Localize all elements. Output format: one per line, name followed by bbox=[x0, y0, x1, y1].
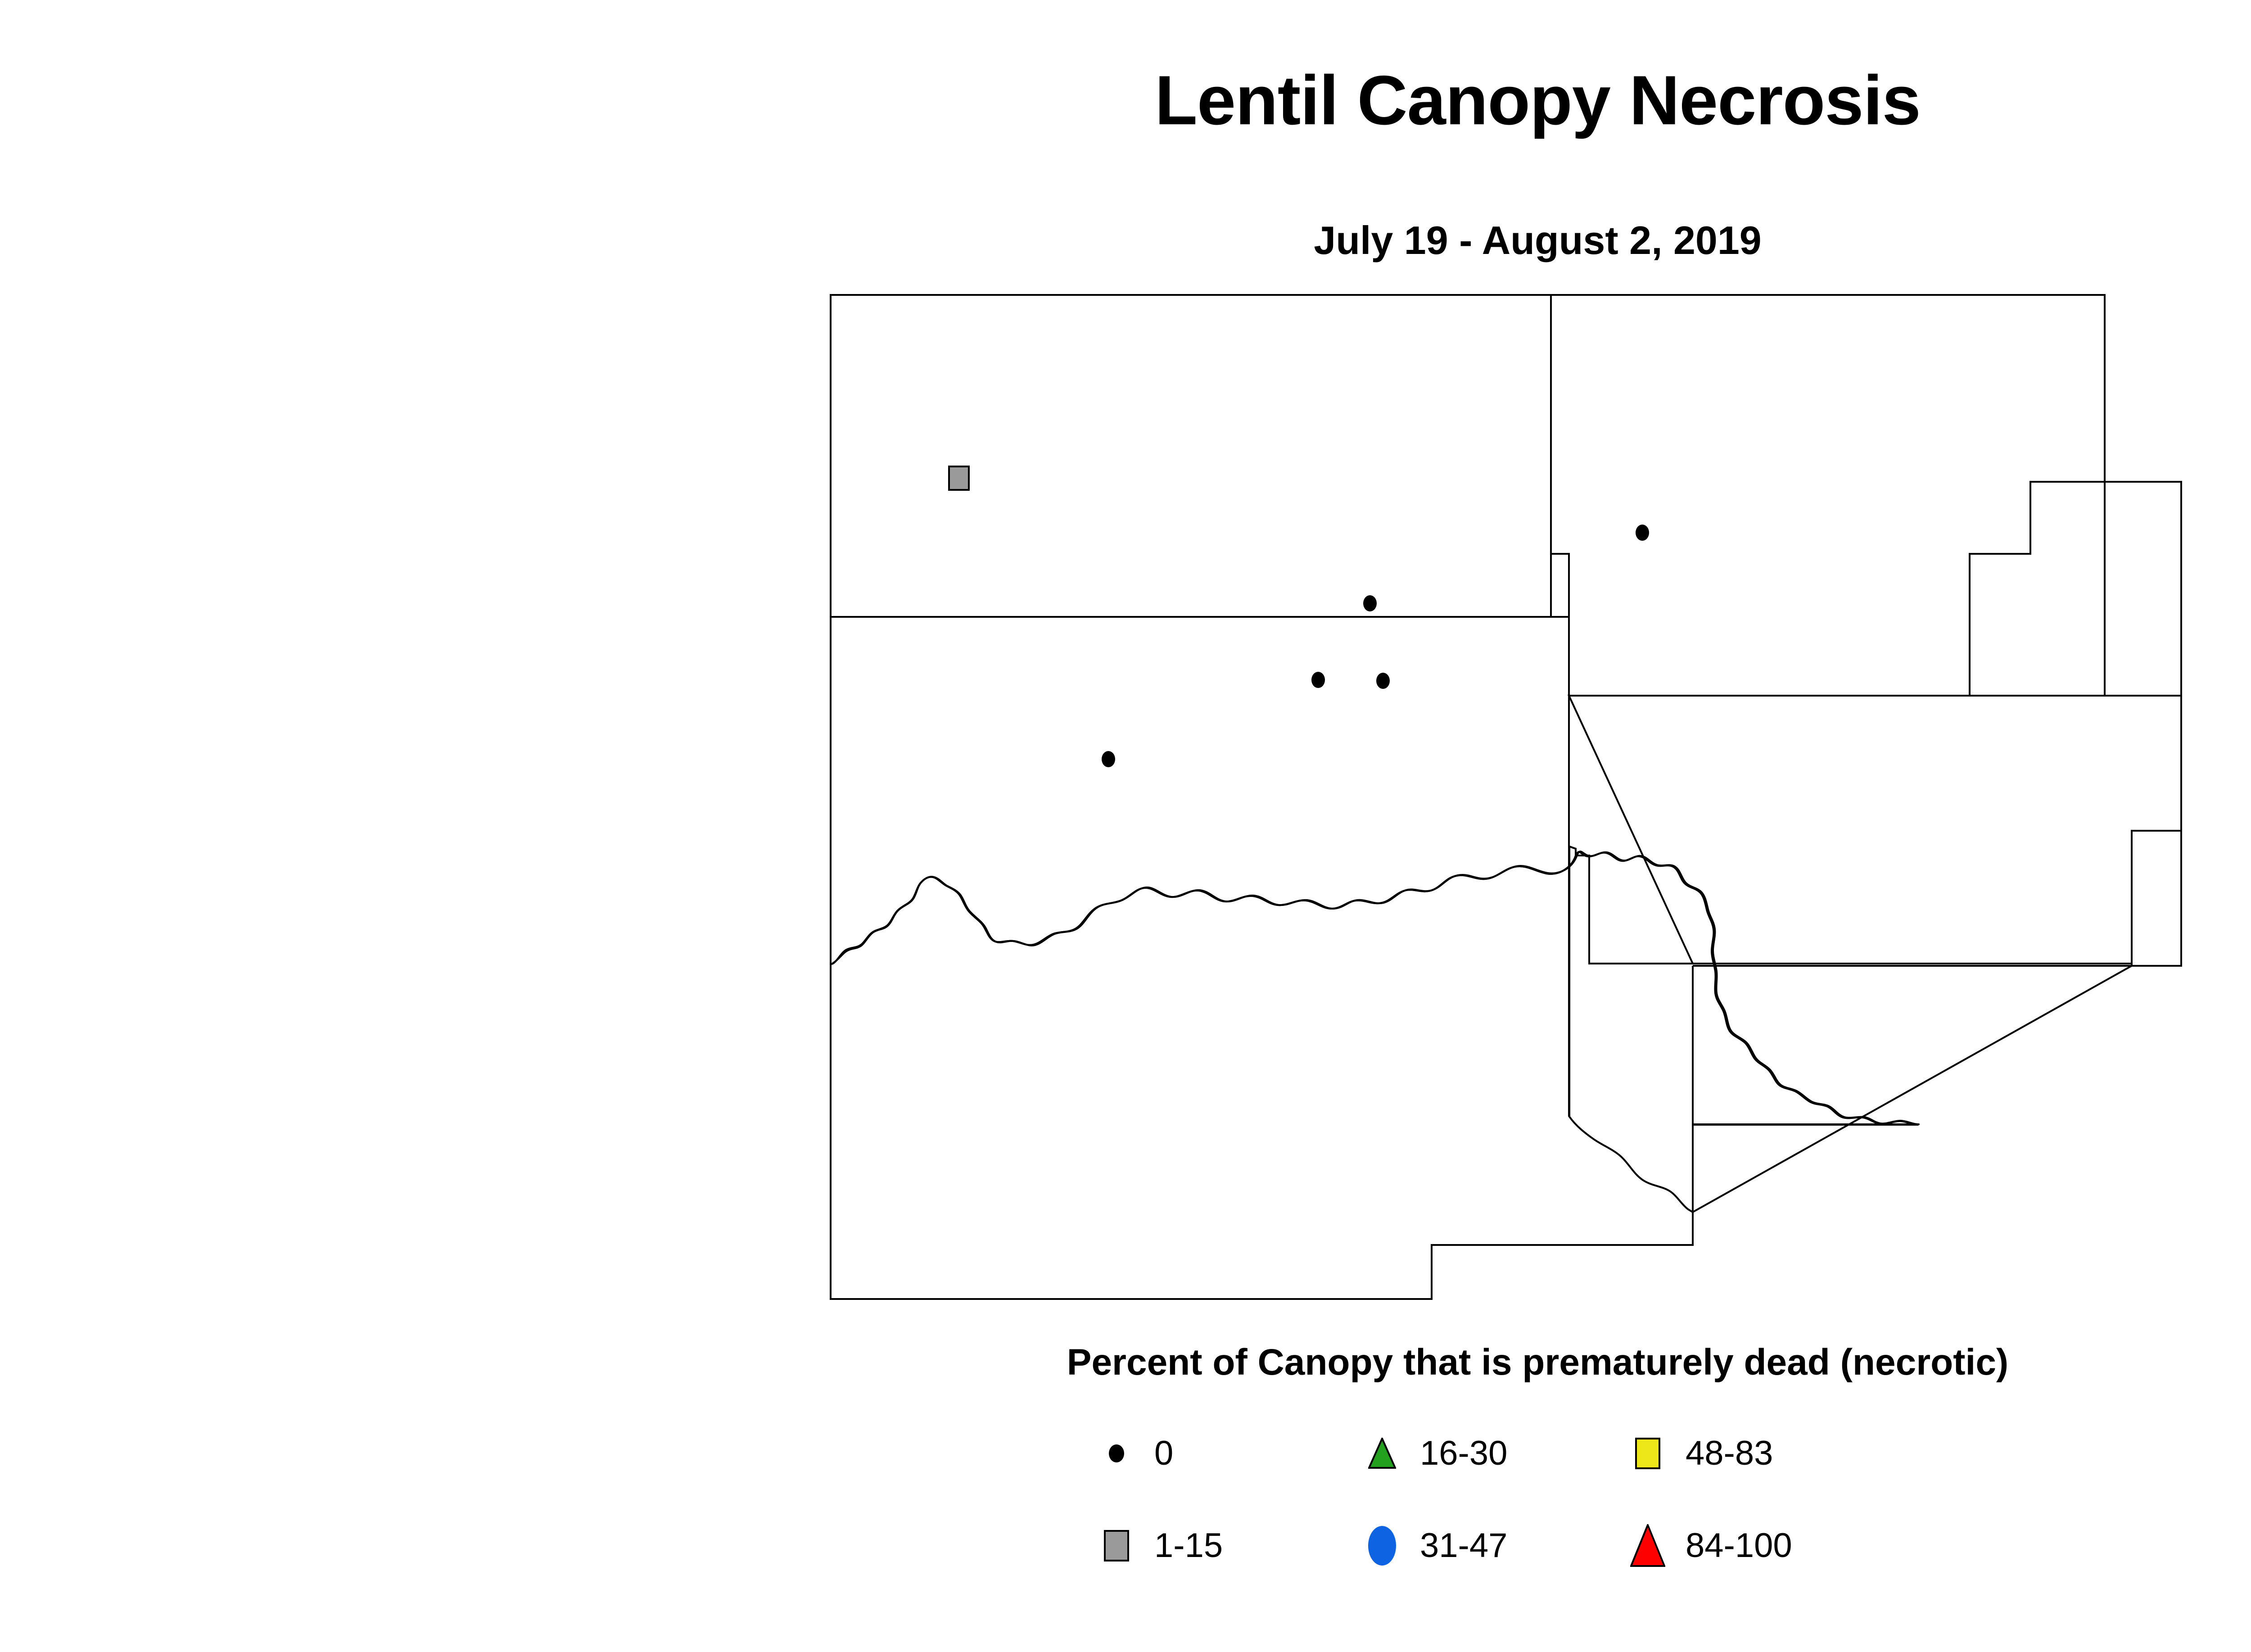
legend-symbol-triangle-icon bbox=[1621, 1519, 1675, 1573]
map-data-point bbox=[1636, 525, 1649, 541]
river-boundary-main bbox=[830, 851, 1920, 1125]
legend-item-label: 16-30 bbox=[1420, 1434, 1508, 1472]
legend-symbol-circle-icon bbox=[1355, 1519, 1409, 1573]
county-southwest bbox=[830, 845, 1694, 1300]
legend-item-label: 84-100 bbox=[1686, 1526, 1792, 1565]
legend-item: 0 bbox=[1089, 1407, 1173, 1499]
county-nw bbox=[830, 294, 1552, 618]
page-subtitle: July 19 - August 2, 2019 bbox=[1314, 218, 1762, 263]
legend-item-label: 0 bbox=[1154, 1434, 1174, 1472]
legend-item: 16-30 bbox=[1355, 1407, 1507, 1499]
legend-item-label: 48-83 bbox=[1686, 1434, 1773, 1472]
legend-items: 0 16-30 48-83 1-15 31-47 84-100 bbox=[1089, 1407, 2080, 1592]
legend-item: 1-15 bbox=[1089, 1499, 1223, 1592]
legend-item: 48-83 bbox=[1621, 1407, 1773, 1499]
map-data-point bbox=[948, 466, 970, 491]
map-data-point bbox=[1376, 673, 1390, 689]
legend-title: Percent of Canopy that is prematurely de… bbox=[1067, 1342, 2009, 1383]
legend-row: 0 16-30 48-83 bbox=[1089, 1407, 2080, 1499]
legend-symbol-circle-icon bbox=[1089, 1426, 1144, 1480]
map-canvas bbox=[765, 270, 2251, 1351]
map-data-point bbox=[1363, 595, 1377, 611]
legend-item: 31-47 bbox=[1355, 1499, 1507, 1592]
page-title: Lentil Canopy Necrosis bbox=[1155, 61, 1921, 139]
legend-item: 84-100 bbox=[1621, 1499, 1792, 1592]
legend-symbol-triangle-icon bbox=[1355, 1426, 1409, 1480]
legend-symbol-square-icon bbox=[1621, 1426, 1675, 1480]
legend-item-label: 1-15 bbox=[1154, 1526, 1223, 1565]
legend: Percent of Canopy that is prematurely de… bbox=[0, 1342, 2251, 1567]
boundary-lines-top bbox=[830, 294, 2182, 1300]
legend-symbol-square-icon bbox=[1089, 1519, 1144, 1573]
legend-row: 1-15 31-47 84-100 bbox=[1089, 1499, 2080, 1592]
map-data-point bbox=[1311, 672, 1325, 688]
county-outline-map bbox=[830, 294, 2182, 1300]
map-data-point bbox=[1102, 751, 1115, 767]
legend-item-label: 31-47 bbox=[1420, 1526, 1508, 1565]
